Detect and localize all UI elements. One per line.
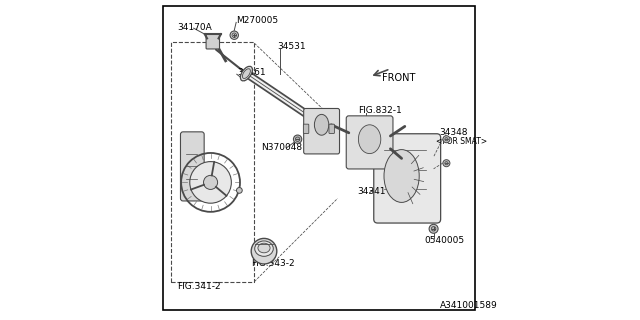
- Circle shape: [204, 175, 218, 189]
- Circle shape: [445, 138, 448, 141]
- Text: FRONT: FRONT: [383, 73, 416, 84]
- Text: <FOR SMAT>: <FOR SMAT>: [436, 137, 487, 146]
- Circle shape: [189, 162, 232, 203]
- Ellipse shape: [384, 150, 419, 203]
- Ellipse shape: [241, 66, 252, 81]
- Circle shape: [429, 224, 438, 233]
- Text: 34348: 34348: [439, 128, 468, 137]
- Text: FIG.343-2: FIG.343-2: [251, 259, 295, 268]
- FancyBboxPatch shape: [303, 124, 309, 133]
- FancyBboxPatch shape: [329, 124, 334, 133]
- Ellipse shape: [358, 125, 381, 154]
- Text: A341001589: A341001589: [440, 301, 498, 310]
- FancyBboxPatch shape: [180, 132, 204, 201]
- Text: 0540005: 0540005: [424, 236, 464, 245]
- Circle shape: [296, 137, 300, 141]
- FancyBboxPatch shape: [304, 108, 339, 154]
- Text: M270005: M270005: [236, 16, 278, 25]
- Text: FIG.832-1: FIG.832-1: [358, 106, 401, 115]
- Circle shape: [445, 162, 448, 165]
- Bar: [172, 42, 254, 282]
- FancyBboxPatch shape: [374, 134, 440, 223]
- Text: N370048: N370048: [261, 143, 302, 152]
- Text: 34341: 34341: [358, 188, 387, 196]
- Ellipse shape: [243, 69, 250, 78]
- Text: 34361: 34361: [237, 68, 266, 76]
- Circle shape: [431, 227, 436, 231]
- FancyBboxPatch shape: [206, 34, 220, 49]
- Circle shape: [232, 33, 237, 37]
- Ellipse shape: [255, 241, 273, 256]
- Ellipse shape: [314, 115, 329, 135]
- Circle shape: [293, 135, 302, 143]
- Circle shape: [237, 188, 243, 193]
- Circle shape: [230, 31, 239, 39]
- Text: 34531: 34531: [277, 42, 305, 51]
- Ellipse shape: [251, 238, 277, 264]
- FancyBboxPatch shape: [346, 116, 393, 169]
- Text: 34170A: 34170A: [178, 23, 212, 32]
- Ellipse shape: [258, 243, 270, 253]
- Text: FIG.341-2: FIG.341-2: [177, 282, 220, 291]
- Circle shape: [443, 136, 450, 143]
- Circle shape: [443, 160, 450, 167]
